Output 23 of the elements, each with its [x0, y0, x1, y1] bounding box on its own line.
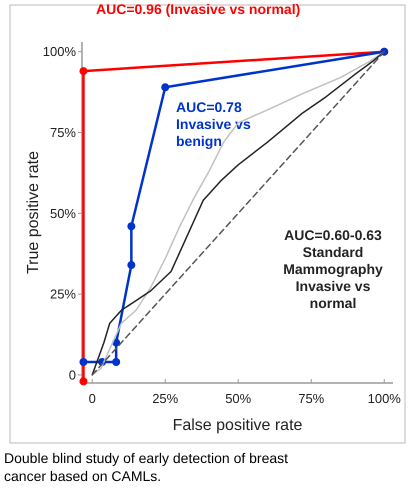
point — [79, 358, 88, 366]
x-axis-title: False positive rate — [172, 417, 303, 434]
series-label: AUC=0.78 Invasive vs benign — [176, 99, 251, 149]
point — [161, 83, 170, 92]
y-tick-label: 50% — [50, 206, 76, 221]
point — [79, 377, 88, 386]
point — [127, 222, 136, 230]
point — [127, 261, 136, 270]
y-tick-label: 25% — [50, 286, 76, 302]
x-tick-label: 50% — [225, 391, 252, 406]
text: AUC=0.96 (Invasive vs normal) — [96, 1, 300, 17]
text: Double blind study of early detection of breast cancer based on CAMLs. — [4, 450, 288, 484]
y-tick-label: 75% — [50, 125, 76, 140]
x-tick-label: 0 — [88, 391, 96, 406]
point — [79, 67, 88, 76]
x-tick-label: 75% — [298, 391, 325, 406]
x-tick-label: 25% — [152, 391, 179, 406]
text: AUC=0.60-0.63 Standard Mammography Invasive vs normal — [283, 227, 383, 311]
y-axis-title: True positive rate — [25, 150, 42, 274]
y-tick-label: 100% — [42, 44, 76, 60]
point — [112, 358, 120, 366]
x-tick-label: 100% — [368, 391, 402, 406]
y-tick-label: 0 — [68, 367, 76, 382]
